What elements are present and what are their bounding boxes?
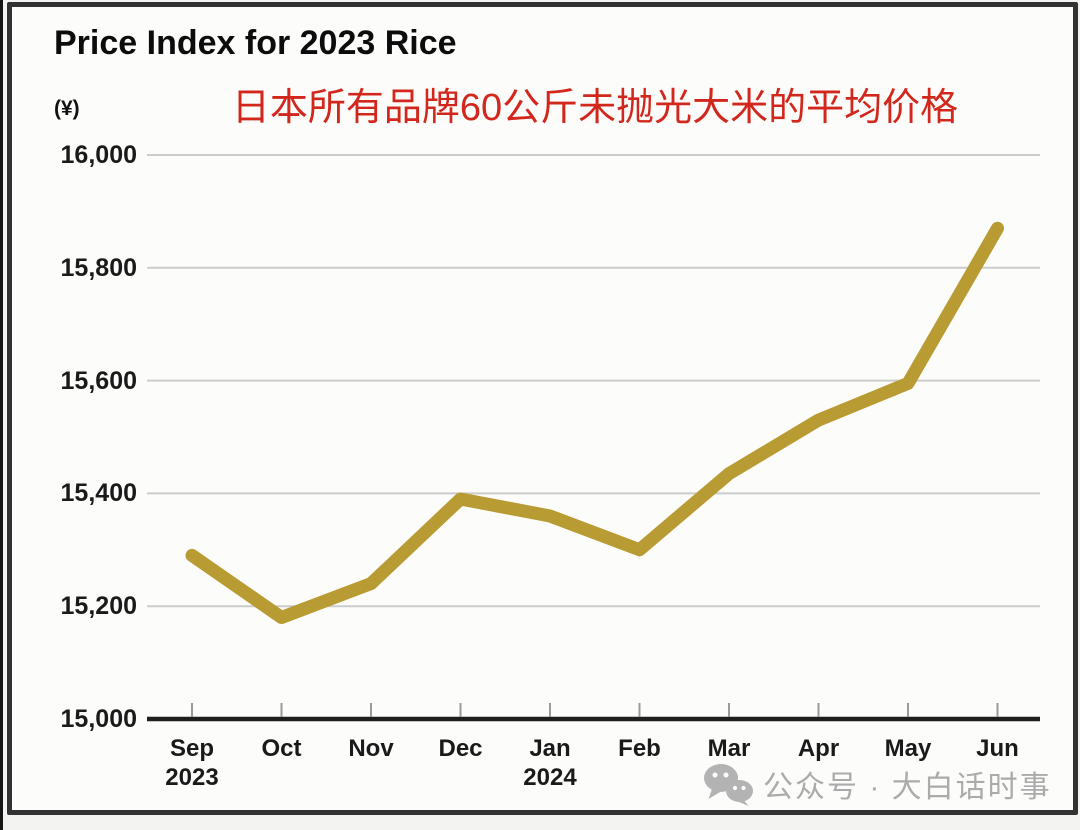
y-tick-label: 15,800 <box>60 253 137 282</box>
x-tick-label: May <box>884 735 932 762</box>
x-tick-label: Nov <box>348 735 394 762</box>
y-tick-label: 15,200 <box>60 592 137 621</box>
x-tick-label: Oct <box>261 735 302 762</box>
y-tick-label: 15,400 <box>60 479 137 508</box>
y-axis-unit-label: (¥) <box>54 97 80 120</box>
x-tick-label: Feb <box>618 735 661 762</box>
y-tick-label: 15,600 <box>60 366 137 395</box>
x-tick-year-label: 2023 <box>165 764 219 791</box>
y-tick-label: 15,000 <box>60 705 137 733</box>
watermark: 公众号 · 大白话时事 <box>702 762 1052 806</box>
y-tick-label: 16,000 <box>60 141 137 169</box>
x-tick-label: Jun <box>976 735 1019 762</box>
left-edge-line <box>0 0 3 830</box>
x-tick-year-label: 2024 <box>523 764 577 791</box>
x-tick-label: Apr <box>797 735 840 762</box>
x-tick-label: Jan 2024 <box>490 734 610 792</box>
x-tick-label: Sep 2023 <box>132 734 252 792</box>
x-tick-label: Mar <box>707 735 751 762</box>
wechat-icon <box>704 764 753 806</box>
chart-title: Price Index for 2023 Rice <box>54 24 457 62</box>
chart-subtitle-chinese: 日本所有品牌60公斤未抛光大米的平均价格 <box>231 87 959 129</box>
x-tick-label: Dec <box>438 735 483 762</box>
watermark-text: 公众号 · 大白话时事 <box>763 771 1052 804</box>
